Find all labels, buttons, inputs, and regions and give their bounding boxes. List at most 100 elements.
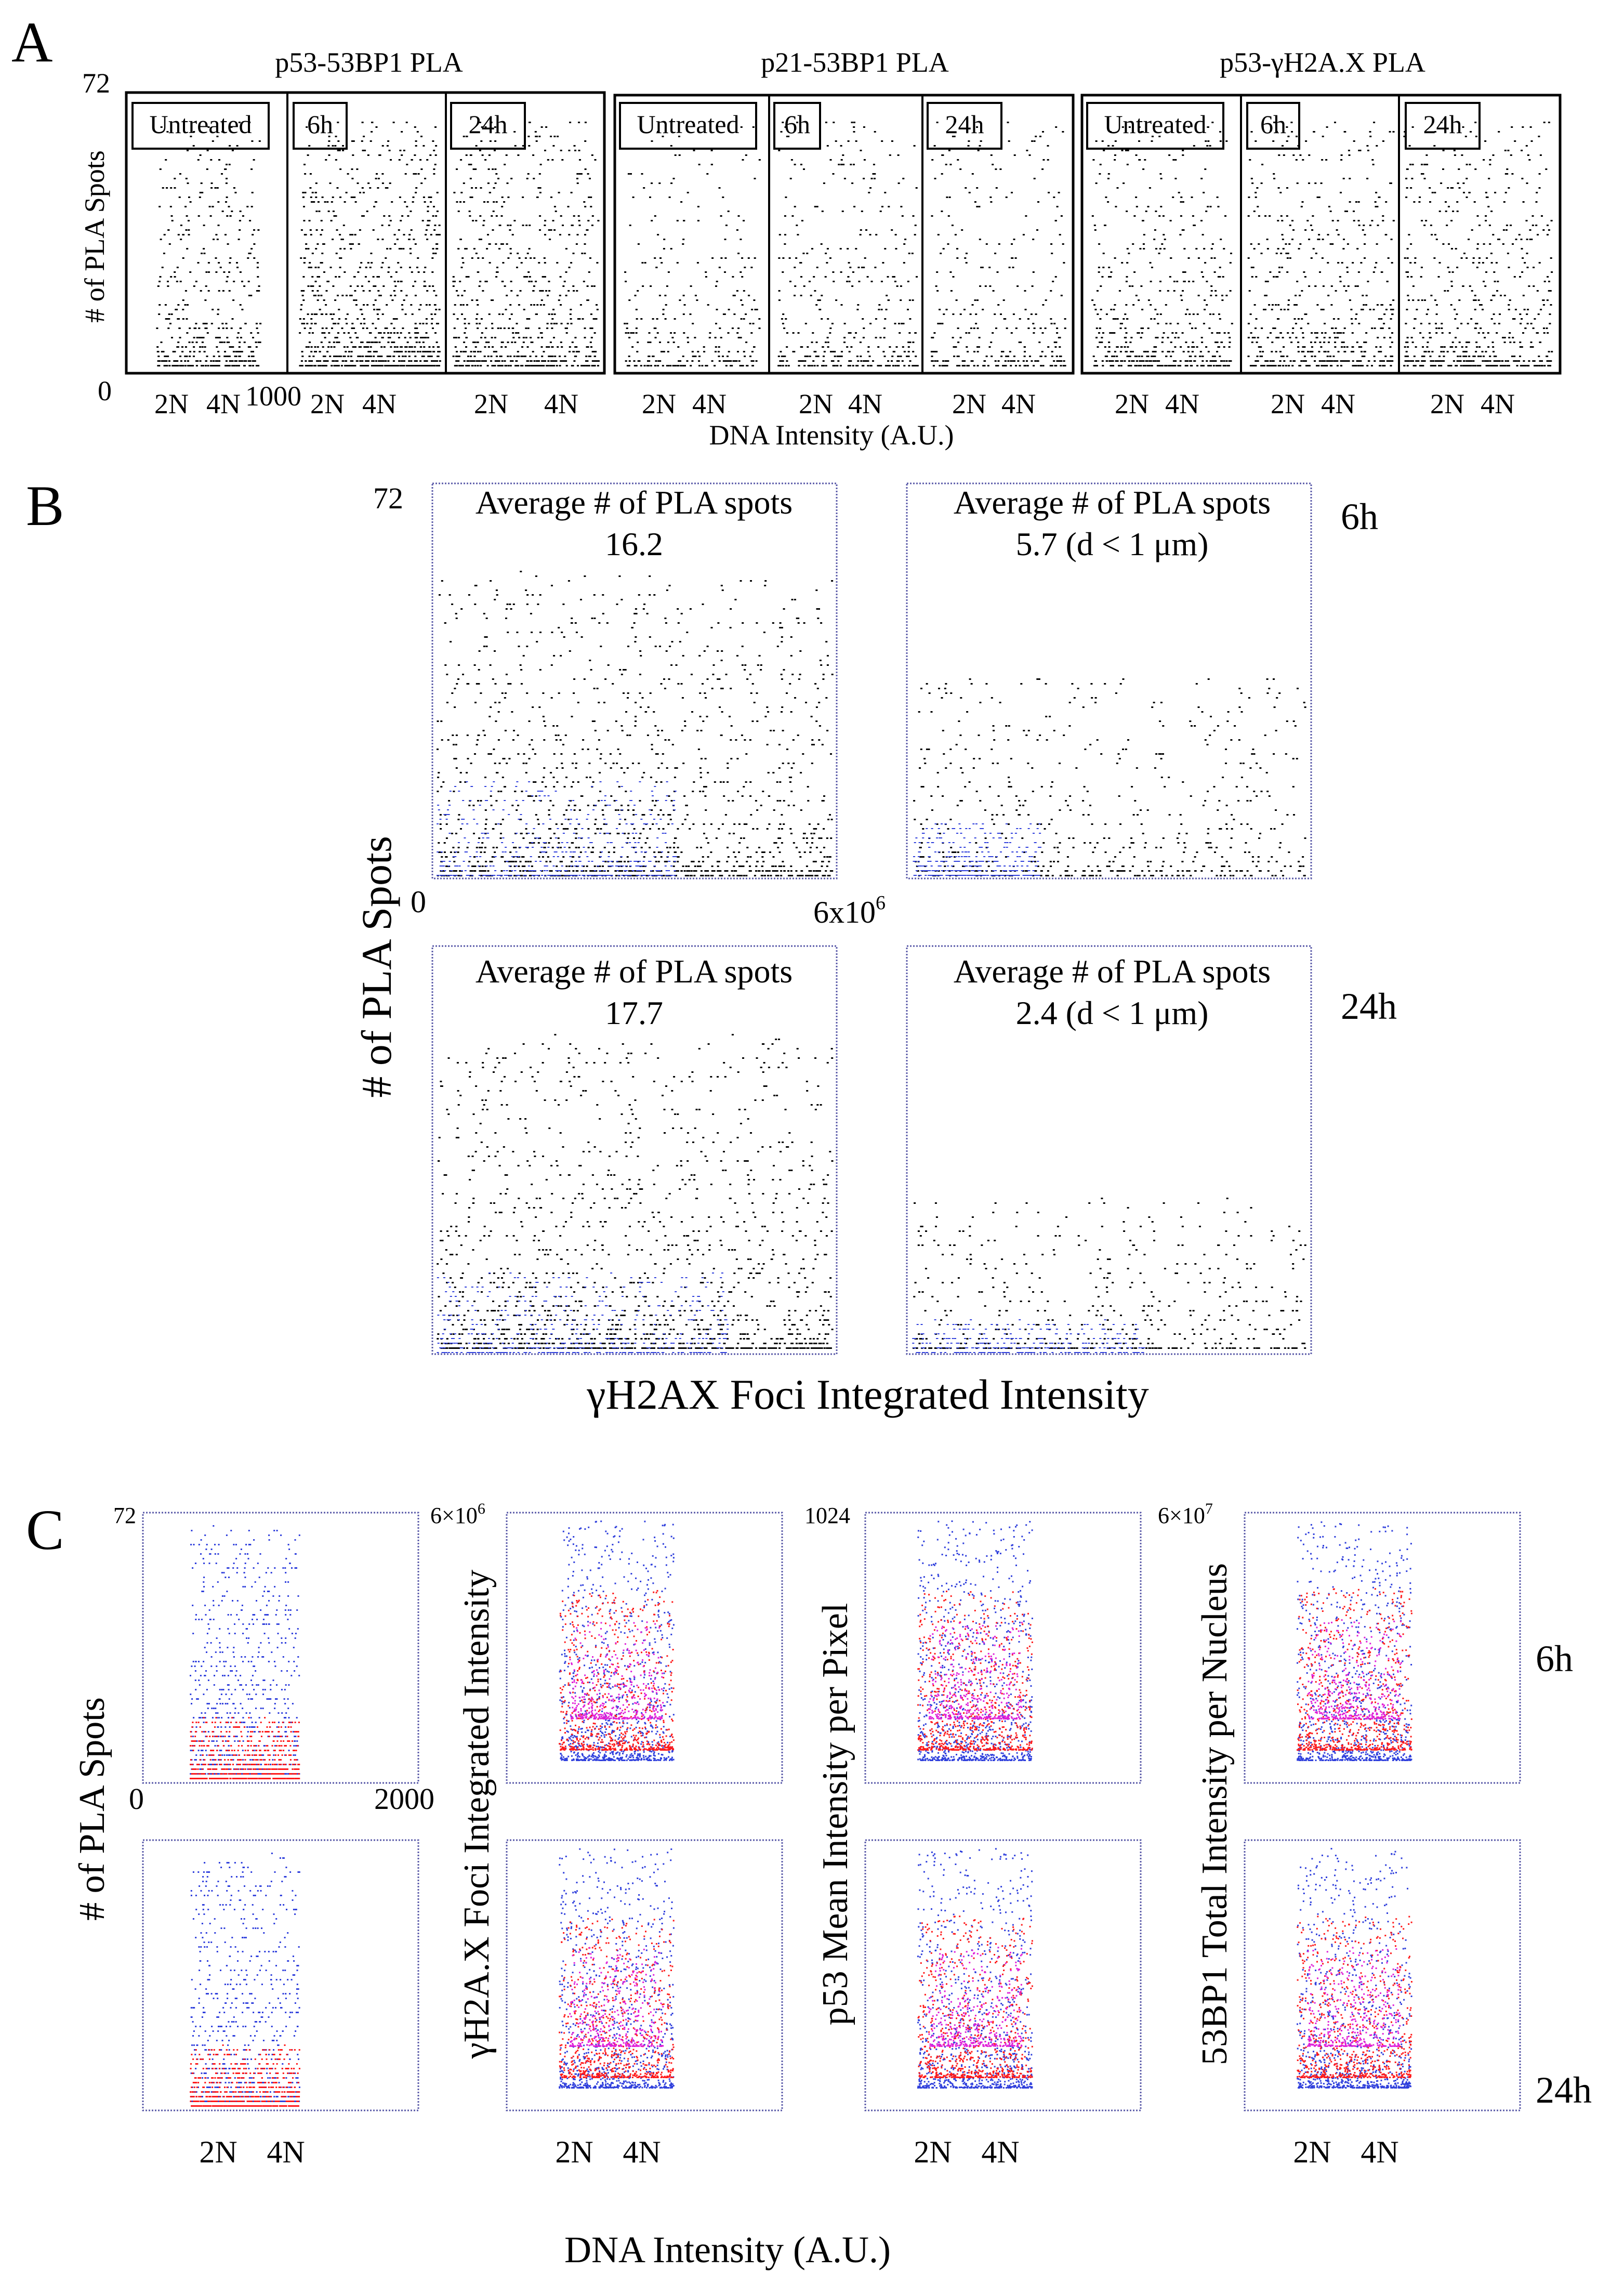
panel-b-scatter xyxy=(437,571,1306,1353)
x-tick-4n: 4N xyxy=(1481,388,1515,419)
plot-frame-24h-all xyxy=(431,945,838,1355)
group-title-p53-53bp1: p53-53BP1 PLA xyxy=(275,47,463,78)
panel-b-points-6h-all xyxy=(437,571,834,876)
x-tick-2n: 2N xyxy=(474,388,508,419)
panel-b-points-24h-close xyxy=(913,1198,1306,1349)
y-tick-base: 6×10 xyxy=(430,1503,478,1528)
c-row-label-24h: 24h xyxy=(1536,2069,1592,2111)
subplot-label-box xyxy=(293,102,348,150)
panel-b-x-left-tick: 0 xyxy=(411,885,426,919)
panel-a-y-top-tick: 72 xyxy=(82,68,110,99)
group-frame-p21-53bp1 xyxy=(613,94,1075,375)
x-tick-exponent: 6 xyxy=(876,892,886,914)
panel-letter-a: A xyxy=(11,10,52,74)
x-tick-2n: 2N xyxy=(1271,388,1305,419)
plot-frame-c-6h-col2 xyxy=(506,1512,783,1784)
plot-frame-6h-all xyxy=(431,482,838,880)
panel-a-points-4 xyxy=(624,122,761,366)
plot-frame-24h-close xyxy=(906,945,1312,1355)
plot-frame-c-6h-col3 xyxy=(864,1512,1142,1784)
panel-c-scatter xyxy=(190,1520,1412,2107)
panel-b-points-6h-all-dense xyxy=(437,781,677,876)
y-tick-base: 6×10 xyxy=(1158,1503,1205,1528)
panel-c-points-r1-c2-magenta xyxy=(569,1621,664,1720)
x-tick-4n: 4N xyxy=(1001,388,1036,419)
c-y-top-tick-col2: 6×106 xyxy=(430,1500,485,1528)
panel-a-points-3 xyxy=(452,122,600,366)
x-tick-4n: 4N xyxy=(206,388,241,419)
panel-letter-c: C xyxy=(26,1498,64,1562)
x-tick-2n: 2N xyxy=(914,2135,952,2169)
panel-a-y-bottom-tick: 0 xyxy=(98,375,112,406)
panel-a-points-1 xyxy=(156,122,262,366)
panel-a-points-6 xyxy=(930,122,1066,366)
panel-c-points-r1-c1-red xyxy=(190,1717,300,1779)
y-tick-exponent: 7 xyxy=(1205,1500,1213,1517)
panel-b-points-24h-all-dense xyxy=(437,1272,729,1353)
panel-c-points-r1-c4-magenta xyxy=(1308,1619,1402,1720)
panel-b-x-right-tick: 6x106 xyxy=(813,892,886,929)
subplot-label-6h: 6h xyxy=(1260,110,1286,139)
x-tick-4n: 4N xyxy=(848,388,882,419)
x-tick-2n: 2N xyxy=(799,388,833,419)
x-tick-4n: 4N xyxy=(981,2135,1019,2169)
panel-b-xlabel: γH2AX Foci Integrated Intensity xyxy=(586,1371,1149,1418)
x-tick-4n: 4N xyxy=(1361,2135,1398,2169)
c-ylabel-p53-mean: p53 Mean Intensity per Pixel xyxy=(815,1603,855,2026)
plot-frame-c-24h-col2 xyxy=(506,1839,783,2111)
subplot-label-untreated: Untreated xyxy=(1104,110,1206,139)
subplot-label-box xyxy=(773,102,821,150)
subplot-label-box xyxy=(619,102,757,150)
c-x-right-tick: 2000 xyxy=(374,1782,434,1816)
panel-a-x-right-tick: 1000 xyxy=(245,381,301,412)
c-xlabel: DNA Intensity (A.U.) xyxy=(564,2229,891,2271)
subplot-label-untreated: Untreated xyxy=(637,110,739,139)
subplot-label-24h: 24h xyxy=(469,110,508,139)
row-label-6h: 6h xyxy=(1341,496,1378,537)
plot-frame-c-24h-col1 xyxy=(142,1839,419,2111)
subplot-label-box xyxy=(450,102,526,150)
panel-b-points-6h-close-dense xyxy=(913,823,1041,876)
row-label-24h: 24h xyxy=(1341,986,1397,1027)
panel-a-points-7 xyxy=(1091,122,1233,366)
avg-value-24h-all: 17.7 xyxy=(605,994,663,1031)
c-ylabel-53bp1-total: 53BP1 Total Intensity per Nucleus xyxy=(1195,1563,1235,2065)
subplot-label-6h: 6h xyxy=(784,110,810,139)
avg-label-6h-all: Average # of PLA spots xyxy=(476,484,793,521)
group-title-p21-53bp1: p21-53BP1 PLA xyxy=(761,47,949,78)
group-frame-p53-gh2ax xyxy=(1080,94,1562,375)
panel-b-points-6h-close xyxy=(913,678,1306,876)
x-tick-base: 6x10 xyxy=(813,895,876,929)
panel-a-points-9 xyxy=(1403,122,1553,366)
panel-c-points-r1-c4-blue xyxy=(1297,1521,1412,1761)
x-tick-4n: 4N xyxy=(544,388,578,419)
subplot-label-6h: 6h xyxy=(307,110,333,139)
subplot-label-untreated: Untreated xyxy=(149,110,252,139)
panel-a-scatter xyxy=(156,122,1553,366)
plot-frame-c-6h-col1 xyxy=(142,1512,419,1784)
panel-a-points-2 xyxy=(299,122,441,366)
x-tick-2n: 2N xyxy=(154,388,189,419)
x-tick-4n: 4N xyxy=(1165,388,1199,419)
x-tick-4n: 4N xyxy=(692,388,727,419)
panel-a-xlabel: DNA Intensity (A.U.) xyxy=(709,419,954,451)
c-y-top-tick-col1: 72 xyxy=(113,1503,136,1528)
panel-c-points-r2-c2-magenta xyxy=(569,1947,664,2047)
subplot-label-24h: 24h xyxy=(945,110,984,139)
avg-value-6h-all: 16.2 xyxy=(605,526,663,562)
panel-c-points-r2-c3-blue xyxy=(917,1848,1033,2089)
avg-value-24h-close: 2.4 (d < 1 μm) xyxy=(1016,994,1209,1031)
subplot-label-box xyxy=(1405,102,1481,150)
c-row-label-6h: 6h xyxy=(1536,1638,1573,1680)
subplot-label-box xyxy=(131,102,270,150)
x-tick-2n: 2N xyxy=(310,388,345,419)
panel-c-points-r2-c2-blue xyxy=(559,1848,675,2089)
c-ylabel-pla-spots: # of PLA Spots xyxy=(72,1697,112,1921)
avg-label-24h-close: Average # of PLA spots xyxy=(954,953,1271,990)
panel-a-ylabel: # of PLA Spots xyxy=(79,150,110,323)
panel-b-y-top-tick: 72 xyxy=(373,481,403,515)
x-tick-2n: 2N xyxy=(199,2135,237,2169)
panel-c-points-r1-c3-red xyxy=(917,1591,1033,1751)
panel-c-points-r2-c3-red xyxy=(917,1915,1033,2078)
